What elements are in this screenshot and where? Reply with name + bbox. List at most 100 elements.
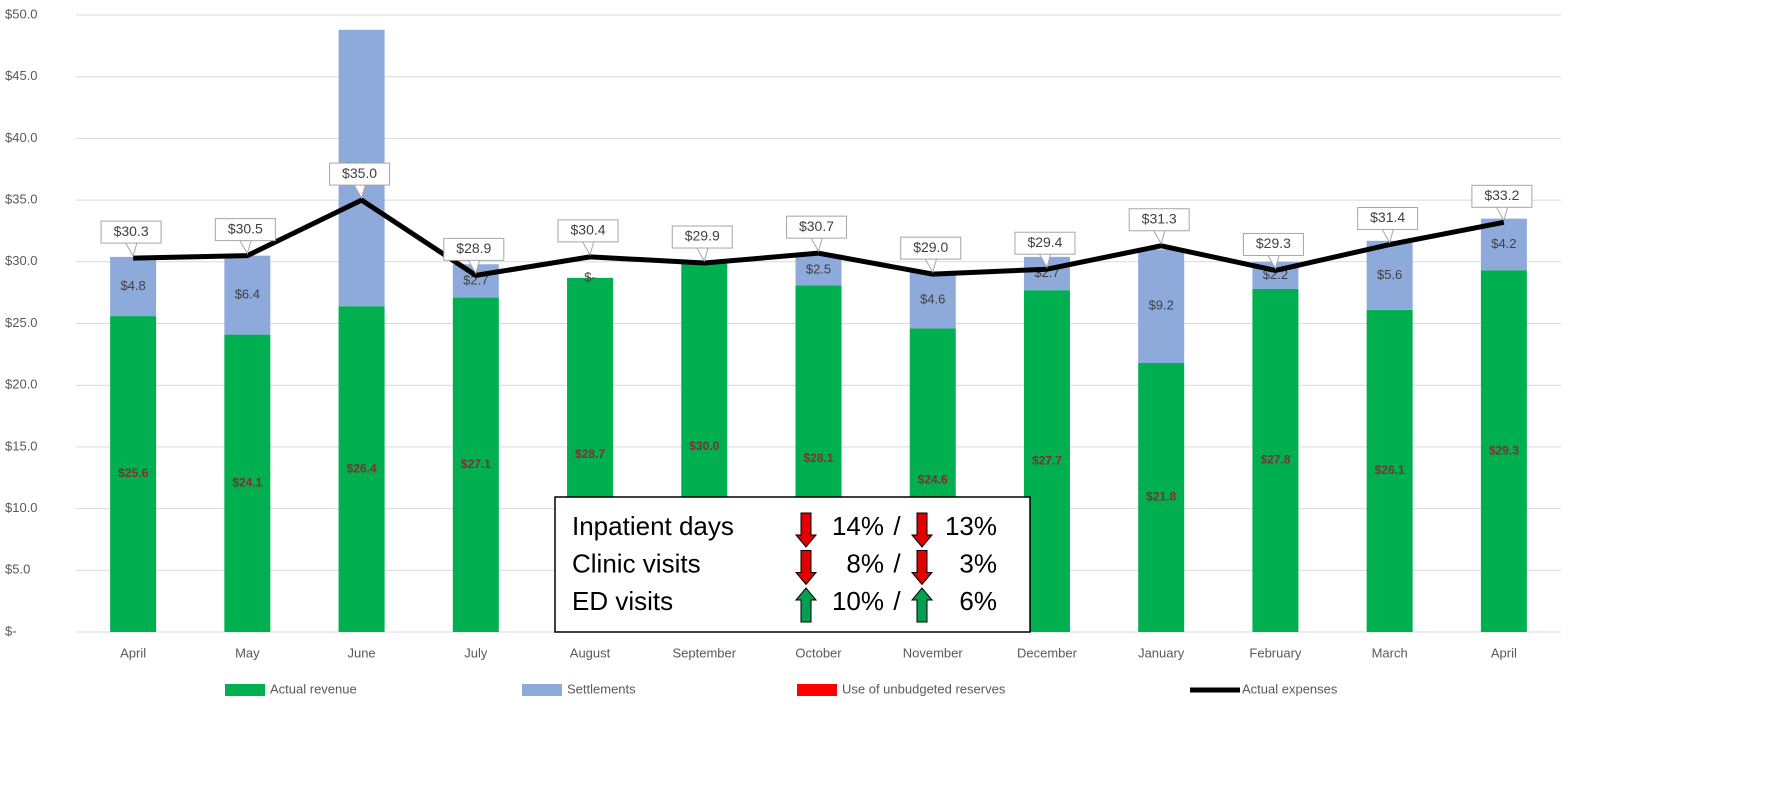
data-label: $4.8 — [120, 278, 145, 293]
callout-pointer — [695, 246, 709, 263]
trend-arrow — [910, 550, 934, 586]
callout-box — [214, 218, 276, 242]
bar-segment — [110, 256, 157, 317]
callout-box — [900, 236, 962, 260]
data-label: $29.0 — [913, 239, 948, 255]
x-tick-label: April — [120, 645, 146, 660]
callout-box — [100, 220, 162, 244]
legend-swatch — [225, 684, 265, 696]
bar-segment — [338, 306, 385, 632]
expense-line — [133, 197, 1505, 278]
callout-box — [443, 237, 505, 261]
callout-pointer — [1038, 252, 1052, 269]
legend-swatch — [522, 684, 562, 696]
data-label: $29.3 — [1489, 443, 1519, 457]
data-label: $4.6 — [920, 291, 945, 306]
callout-pointer — [1495, 206, 1509, 222]
data-label: $33.2 — [1484, 187, 1519, 203]
y-tick-label: $- — [5, 623, 17, 638]
y-tick-label: $10.0 — [5, 500, 38, 515]
data-label: $28.7 — [575, 447, 605, 461]
x-tick-label: November — [903, 645, 964, 660]
callout-box — [786, 215, 847, 239]
x-tick-label: May — [235, 645, 260, 660]
data-label: $31.3 — [1142, 210, 1177, 226]
callout-box — [1357, 207, 1419, 231]
bar-segment — [795, 254, 842, 286]
callout-pointer — [1381, 228, 1395, 244]
y-tick-label: $15.0 — [5, 438, 38, 453]
data-label: $4.2 — [1491, 236, 1516, 251]
callout-box — [1471, 184, 1533, 208]
callout-box — [557, 219, 619, 243]
data-label: $5.6 — [1377, 267, 1402, 282]
y-tick-label: $35.0 — [5, 192, 38, 207]
bar-segment — [1366, 309, 1413, 632]
callout-pointer — [353, 183, 367, 200]
x-tick-label: February — [1249, 645, 1302, 660]
trend-arrow — [910, 587, 934, 623]
trend-arrow — [794, 550, 818, 586]
callout-pointer — [238, 239, 252, 255]
callout-box — [671, 225, 733, 249]
legend-label: Actual revenue — [270, 681, 357, 696]
data-label: $30.0 — [689, 439, 719, 453]
y-tick-label: $30.0 — [5, 253, 38, 268]
bar-segment — [452, 297, 499, 632]
annotation-label: Inpatient days — [572, 511, 734, 541]
data-label: $31.4 — [1370, 209, 1405, 225]
trend-arrow — [794, 512, 818, 548]
callout-box — [329, 162, 391, 186]
data-label: $28.9 — [456, 240, 491, 256]
annotation-value: 8% — [846, 548, 884, 578]
bar-segment — [224, 255, 271, 335]
legend-swatch — [797, 684, 837, 696]
data-label: $9.2 — [1149, 298, 1174, 313]
annotation-box — [554, 496, 1031, 633]
annotation-value: 14% — [832, 511, 884, 541]
x-tick-label: September — [672, 645, 736, 660]
y-tick-label: $25.0 — [5, 315, 38, 330]
data-label: $27.7 — [1032, 453, 1062, 467]
data-label: $27.8 — [1260, 453, 1290, 467]
y-tick-label: $5.0 — [5, 562, 30, 577]
x-tick-label: June — [347, 645, 375, 660]
y-tick-label: $50.0 — [5, 6, 38, 21]
callout-pointer — [1152, 229, 1166, 246]
annotation-separator: / — [893, 586, 901, 616]
data-label: $27.1 — [461, 457, 491, 471]
data-label: $30.5 — [228, 220, 263, 236]
annotation-value: 6% — [959, 586, 997, 616]
data-label: $26.1 — [1375, 463, 1405, 477]
data-label: $35.0 — [342, 165, 377, 181]
data-label: $30.4 — [571, 222, 606, 238]
annotation-value: 3% — [959, 548, 997, 578]
callout-box — [1242, 232, 1304, 256]
y-tick-label: $45.0 — [5, 68, 38, 83]
data-label: $- — [584, 269, 596, 284]
x-tick-label: July — [464, 645, 488, 660]
callout-pointer — [467, 259, 481, 275]
annotation-label: Clinic visits — [572, 548, 701, 578]
callout-pointer — [924, 257, 938, 274]
data-label: $26.4 — [347, 461, 377, 475]
bar-segment — [1023, 290, 1070, 632]
x-tick-label: October — [795, 645, 842, 660]
trend-arrow — [794, 587, 818, 623]
trend-arrow — [910, 512, 934, 548]
data-label: $6.4 — [235, 287, 260, 302]
bar-segment — [1138, 249, 1185, 363]
bar-segment — [1366, 240, 1413, 310]
bar-segment — [110, 316, 157, 632]
data-label: $29.3 — [1256, 235, 1291, 251]
annotation-separator: / — [893, 548, 901, 578]
data-label: $24.6 — [918, 472, 948, 486]
callout-box — [1014, 231, 1076, 255]
bar-segment — [224, 334, 271, 632]
data-label: $30.7 — [799, 218, 834, 234]
x-tick-label: April — [1491, 645, 1517, 660]
data-label: $30.3 — [114, 223, 149, 239]
annotation-separator: / — [893, 511, 901, 541]
data-label: $29.4 — [1027, 234, 1062, 250]
y-tick-label: $20.0 — [5, 377, 38, 392]
